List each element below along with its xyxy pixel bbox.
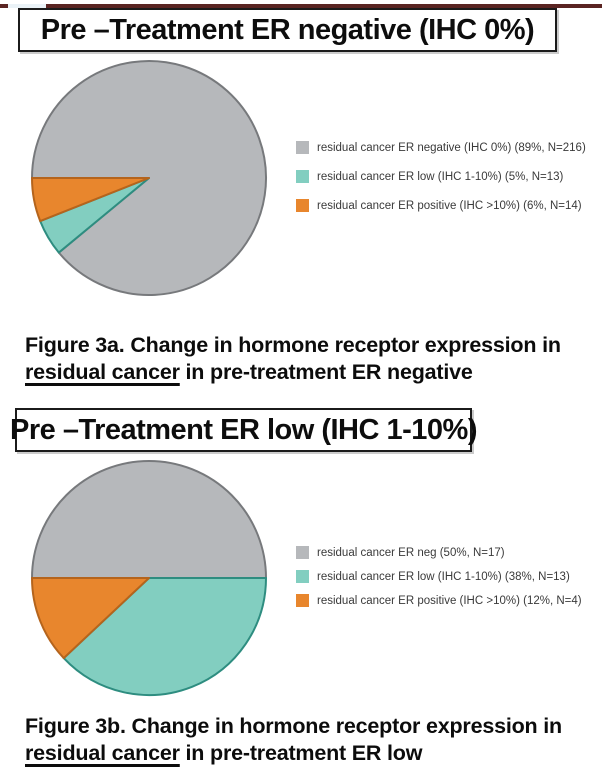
legend-3a: residual cancer ER negative (IHC 0%) (89… bbox=[296, 141, 586, 212]
chart-title-box-3a: Pre –Treatment ER negative (IHC 0%) bbox=[18, 8, 557, 52]
legend-swatch-gray bbox=[296, 141, 309, 154]
caption-line1: Figure 3b. Change in hormone receptor ex… bbox=[25, 714, 562, 738]
legend-item: residual cancer ER positive (IHC >10%) (… bbox=[296, 199, 586, 212]
figure-caption-3a: Figure 3a. Change in hormone receptor ex… bbox=[25, 332, 590, 386]
legend-item: residual cancer ER low (IHC 1-10%) (38%,… bbox=[296, 570, 582, 583]
legend-item: residual cancer ER positive (IHC >10%) (… bbox=[296, 594, 582, 607]
legend-item: residual cancer ER negative (IHC 0%) (89… bbox=[296, 141, 586, 154]
legend-swatch-gray bbox=[296, 546, 309, 559]
pie-slice bbox=[31, 460, 267, 579]
legend-label: residual cancer ER neg (50%, N=17) bbox=[317, 546, 505, 559]
caption-underlined-text: residual cancer bbox=[25, 360, 180, 384]
legend-label: residual cancer ER positive (IHC >10%) (… bbox=[317, 199, 582, 212]
chart-title-3a: Pre –Treatment ER negative (IHC 0%) bbox=[40, 13, 535, 46]
figure-caption-3b: Figure 3b. Change in hormone receptor ex… bbox=[25, 713, 590, 767]
caption-line1: Figure 3a. Change in hormone receptor ex… bbox=[25, 333, 561, 357]
pie-chart-3a bbox=[31, 60, 267, 296]
legend-label: residual cancer ER low (IHC 1-10%) (5%, … bbox=[317, 170, 564, 183]
legend-swatch-orange bbox=[296, 594, 309, 607]
legend-swatch-teal bbox=[296, 170, 309, 183]
legend-label: residual cancer ER low (IHC 1-10%) (38%,… bbox=[317, 570, 570, 583]
caption-line2-rest: in pre-treatment ER negative bbox=[179, 360, 473, 384]
legend-swatch-teal bbox=[296, 570, 309, 583]
top-edge-artifact-gap bbox=[8, 4, 46, 8]
legend-label: residual cancer ER negative (IHC 0%) (89… bbox=[317, 141, 586, 154]
caption-underlined-text: residual cancer bbox=[25, 741, 180, 765]
legend-item: residual cancer ER low (IHC 1-10%) (5%, … bbox=[296, 170, 586, 183]
caption-line2-rest: in pre-treatment ER low bbox=[179, 741, 423, 765]
pie-chart-3b bbox=[31, 460, 267, 696]
chart-title-box-3b: Pre –Treatment ER low (IHC 1-10%) bbox=[10, 408, 477, 452]
legend-item: residual cancer ER neg (50%, N=17) bbox=[296, 546, 582, 559]
pie-slice bbox=[62, 577, 267, 696]
legend-3b: residual cancer ER neg (50%, N=17) resid… bbox=[296, 546, 582, 607]
pie-slice bbox=[31, 177, 150, 223]
chart-title-3b: Pre –Treatment ER low (IHC 1-10%) bbox=[10, 413, 477, 446]
legend-swatch-orange bbox=[296, 199, 309, 212]
legend-label: residual cancer ER positive (IHC >10%) (… bbox=[317, 594, 582, 607]
pie-slice bbox=[31, 577, 150, 660]
top-edge-artifact bbox=[0, 4, 602, 8]
